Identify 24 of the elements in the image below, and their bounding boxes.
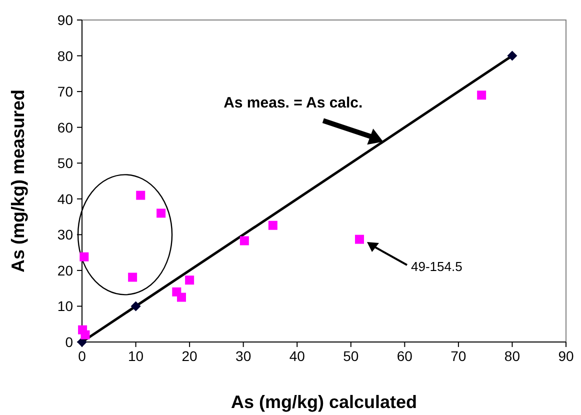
y-tick-label: 0 bbox=[65, 334, 74, 350]
x-tick-label: 80 bbox=[504, 348, 520, 364]
x-tick-label: 60 bbox=[396, 348, 413, 364]
y-tick-label: 60 bbox=[57, 119, 74, 136]
x-tick-label: 40 bbox=[289, 348, 306, 364]
y-tick-label: 30 bbox=[57, 226, 74, 243]
x-tick-label: 30 bbox=[236, 348, 252, 364]
x-tick-label: 20 bbox=[182, 348, 198, 364]
y-tick-label: 70 bbox=[57, 84, 74, 100]
y-tick-label: 10 bbox=[57, 298, 74, 314]
x-tick-label: 0 bbox=[78, 348, 86, 364]
x-tick-label: 50 bbox=[343, 348, 359, 364]
y-tick-label: 40 bbox=[57, 190, 74, 207]
y-axis-title: As (mg/kg) measured bbox=[8, 89, 28, 273]
x-axis-title: As (mg/kg) calculated bbox=[230, 392, 418, 412]
y-tick-label: 90 bbox=[57, 12, 74, 28]
annotation: 49-154.5 bbox=[411, 259, 462, 274]
annotation: As meas. = As calc. bbox=[224, 94, 363, 112]
x-tick-label: 90 bbox=[558, 348, 574, 364]
x-tick-label: 70 bbox=[450, 348, 466, 364]
x-tick-label: 10 bbox=[128, 348, 144, 364]
y-tick-label: 50 bbox=[57, 155, 74, 172]
y-tick-label: 20 bbox=[57, 262, 74, 278]
y-tick-label: 80 bbox=[57, 48, 74, 64]
